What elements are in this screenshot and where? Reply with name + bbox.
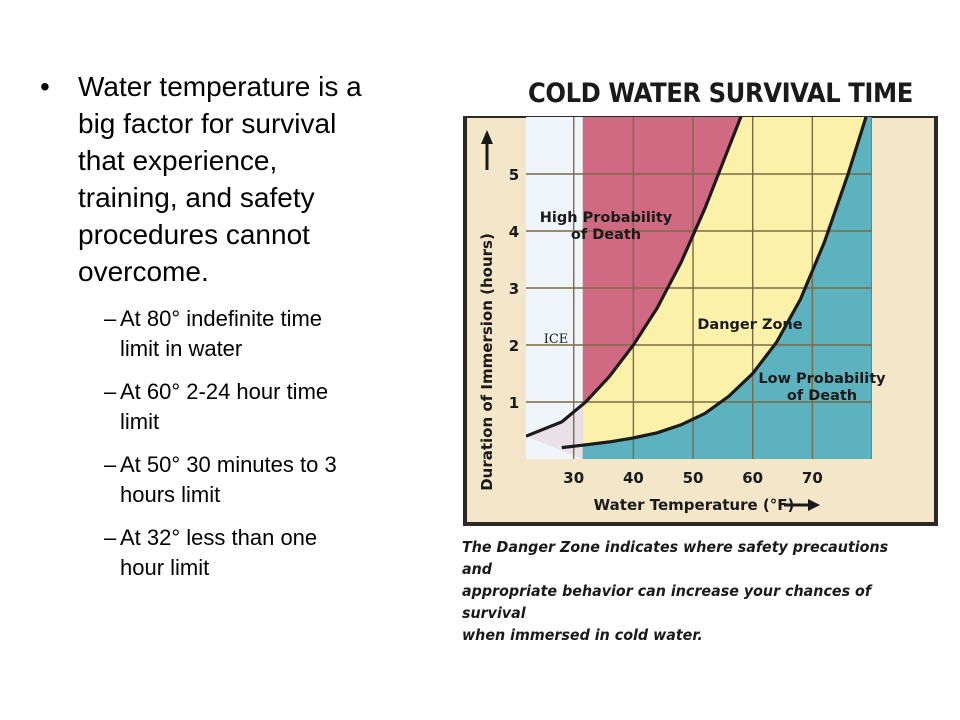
ice-label: ICE [544,332,569,347]
danger-zone-label: Danger Zone [697,317,802,333]
sub-bullet-dash: – [104,306,117,331]
y-tick-label: 1 [509,394,519,412]
bullet-dot: • [40,71,50,102]
y-tick-label: 2 [509,337,519,355]
sub-bullet: – At 80° indefinite time limit in water [104,304,460,364]
sub-bullet-text: At 50° 30 minutes to 3 hours limit [120,452,337,507]
x-tick-label: 60 [742,469,763,487]
sub-bullet-dash: – [104,452,117,477]
y-tick-label: 4 [509,223,519,241]
low-probability-region [561,117,872,459]
main-bullet: • Water temperature is a big factor for … [40,68,460,290]
sub-bullet-list: – At 80° indefinite time limit in water … [104,304,460,583]
high-probability-curve [526,117,743,438]
sub-bullet-dash: – [104,525,117,550]
survival-chart-figure: COLD WATER SURVIVAL TIME High Probabilit… [462,76,940,644]
chart-caption: The Danger Zone indicates where safety p… [462,538,889,644]
sub-bullet-text: At 32° less than one hour limit [120,525,318,580]
sub-bullet-text: At 80° indefinite time limit in water [120,306,323,361]
y-axis-label: Duration of Immersion (hours) [478,233,496,491]
low-probability-curve [561,117,868,450]
chart-title: COLD WATER SURVIVAL TIME [528,78,913,109]
x-axis-label: Water Temperature (°F) [594,496,795,514]
x-tick-label: 50 [683,469,704,487]
x-tick-label: 30 [563,469,584,487]
x-tick-label: 70 [802,469,823,487]
plot-area [526,117,872,459]
survival-chart: High Probability of Death Danger Zone Low P… [463,116,938,526]
sub-bullet: – At 32° less than one hour limit [104,523,460,583]
y-axis-arrowhead-icon [481,130,493,144]
sub-bullet-text: At 60° 2-24 hour time limit [120,379,329,434]
y-tick-label: 5 [509,166,519,184]
sub-bullet: – At 50° 30 minutes to 3 hours limit [104,450,460,510]
text-column: • Water temperature is a big factor for … [40,68,460,596]
y-tick-label: 3 [509,280,519,298]
sub-bullet-dash: – [104,379,117,404]
sub-bullet: – At 60° 2-24 hour time limit [104,377,460,437]
low-probability-label: Low Probability of Death [758,371,886,404]
x-tick-label: 40 [623,469,644,487]
main-bullet-text: Water temperature is a big factor for su… [78,71,362,287]
x-axis-arrowhead-icon [808,499,820,511]
high-probability-label: High Probability of Death [540,210,673,243]
